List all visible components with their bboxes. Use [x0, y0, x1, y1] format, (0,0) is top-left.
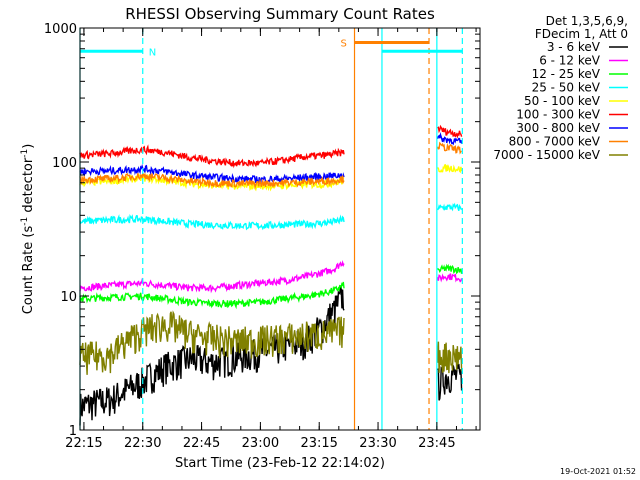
- series-layer: [79, 124, 463, 426]
- x-tick-label: 23:15: [300, 436, 337, 451]
- legend-label: 25 - 50 keV: [532, 81, 601, 95]
- series-line: [79, 144, 345, 169]
- y-axis-label-end: ): [21, 144, 36, 149]
- series-line: [79, 259, 345, 294]
- x-tick-label: 23:00: [242, 436, 279, 451]
- legend-label: 3 - 6 keV: [547, 40, 601, 54]
- series-3-6-kev: [79, 286, 463, 426]
- series-100-300-kev: [79, 124, 463, 169]
- series-line: [79, 286, 345, 426]
- series-12-25-kev: [79, 263, 463, 310]
- series-line: [436, 273, 463, 283]
- annotations: NS: [80, 38, 463, 58]
- x-tick-label: 22:30: [124, 436, 161, 451]
- series-line: [437, 124, 463, 139]
- series-line: [79, 213, 345, 231]
- legend-label: 800 - 7000 keV: [509, 135, 601, 149]
- series-line: [437, 202, 463, 212]
- legend-label: 300 - 800 keV: [516, 121, 600, 135]
- series-6-12-kev: [79, 259, 463, 294]
- series-line: [79, 310, 345, 375]
- x-tick-label: 22:45: [183, 436, 220, 451]
- x-axis-label: Start Time (23-Feb-12 22:14:02): [175, 456, 385, 471]
- y-axis-label-exp2: -1: [20, 149, 30, 158]
- annotation-label: N: [149, 47, 156, 58]
- y-axis-label-mid: detector: [21, 157, 36, 217]
- legend-header: Det 1,3,5,6,9,: [546, 14, 628, 28]
- axes: 22:15 22:30 22:45 23:00 23:15 23:30 23:45 1 10 10…: [44, 22, 480, 451]
- plot-frame: [79, 27, 481, 431]
- series-300-800-kev: [79, 131, 463, 184]
- legend-label: 50 - 100 keV: [524, 94, 601, 108]
- series-line: [79, 281, 345, 310]
- series-800-7000-kev: [79, 141, 462, 190]
- y-axis-label-exp1: -1: [20, 217, 30, 226]
- y-tick-label: 100: [52, 156, 77, 171]
- y-tick-label: 1: [69, 424, 77, 439]
- legend-label: 7000 - 15000 keV: [493, 148, 600, 162]
- x-tick-label: 23:30: [359, 436, 396, 451]
- series-line: [437, 163, 463, 174]
- x-tick-label: 22:15: [65, 436, 102, 451]
- legend-label: 100 - 300 keV: [516, 108, 600, 122]
- event-lines: [79, 28, 463, 430]
- y-tick-label: 10: [60, 290, 77, 305]
- annotation-label: S: [341, 38, 347, 49]
- series-line: [436, 341, 463, 374]
- series-7000-15000-kev: [79, 310, 463, 375]
- legend-label: 6 - 12 keV: [539, 54, 601, 68]
- x-tick-label: 23:45: [418, 436, 455, 451]
- y-axis-label-main: Count Rate (s: [21, 226, 36, 315]
- footer-date: 19-Oct-2021 01:52: [560, 467, 636, 476]
- series-line: [436, 141, 462, 155]
- y-axis-label: Count Rate (s-1 detector-1): [20, 144, 36, 315]
- series-line: [437, 263, 463, 275]
- y-tick-label: 1000: [44, 22, 77, 37]
- series-25-50-kev: [79, 202, 463, 231]
- series-line: [436, 131, 463, 146]
- legend-label: 12 - 25 keV: [532, 67, 601, 81]
- chart-title: RHESSI Observing Summary Count Rates: [125, 5, 435, 23]
- series-line: [79, 163, 345, 184]
- legend-header: FDecim 1, Att 0: [535, 27, 628, 41]
- series-line: [79, 172, 345, 190]
- legend: Det 1,3,5,6,9,FDecim 1, Att 03 - 6 keV6 …: [493, 14, 628, 162]
